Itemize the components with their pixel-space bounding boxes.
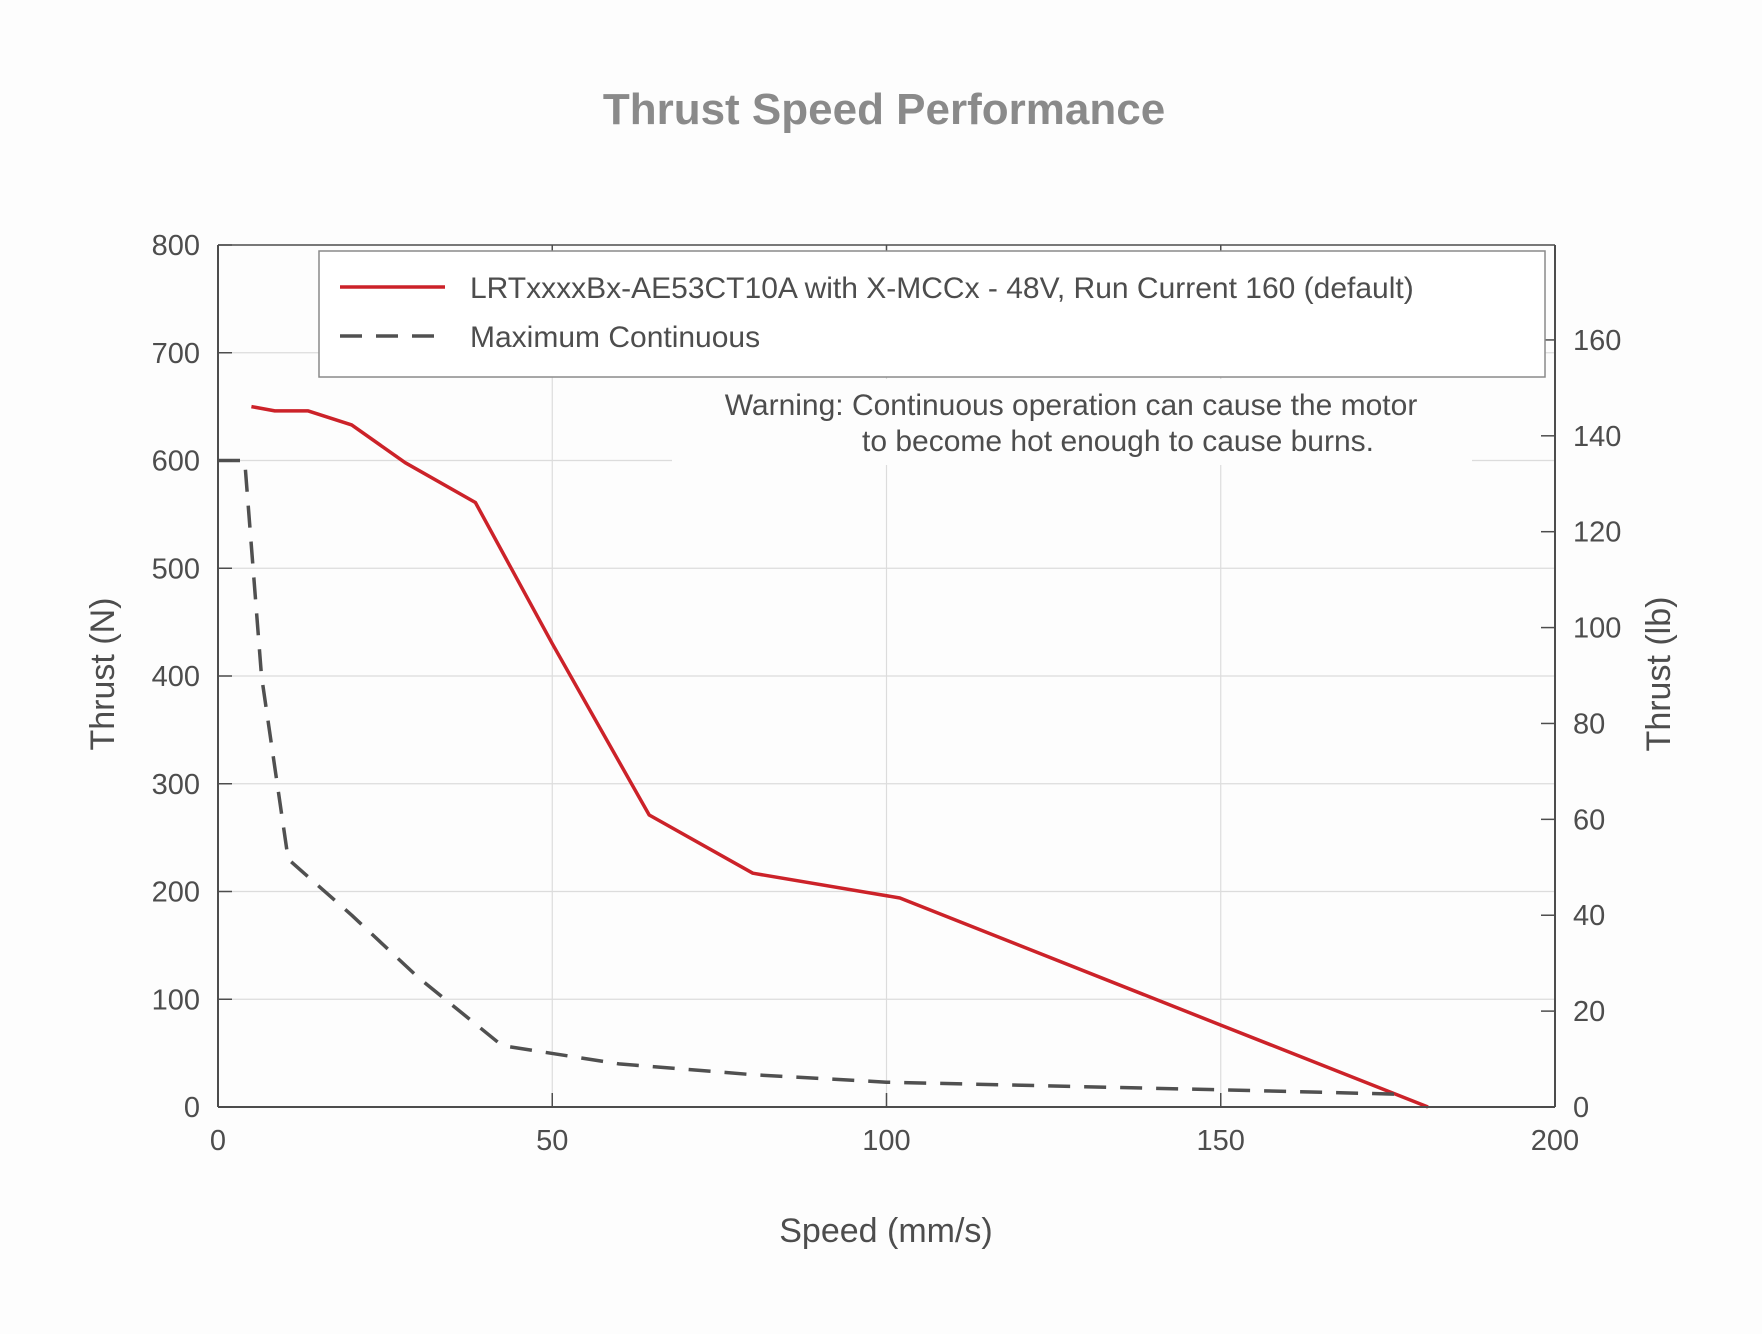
y-right-tick-label-60: 60 bbox=[1573, 804, 1605, 836]
y-right-tick-label-100: 100 bbox=[1573, 613, 1621, 645]
chart-title: Thrust Speed Performance bbox=[603, 85, 1165, 134]
x-tick-label-0: 0 bbox=[210, 1125, 226, 1157]
y-tick-label-200: 200 bbox=[152, 877, 200, 909]
legend-frame bbox=[318, 250, 1546, 378]
warning-line-1: Warning: Continuous operation can cause … bbox=[725, 389, 1418, 422]
y-tick-label-100: 100 bbox=[152, 984, 200, 1016]
y-tick-label-500: 500 bbox=[152, 553, 200, 585]
warning-background bbox=[672, 379, 1472, 465]
legend-label-series-2: Maximum Continuous bbox=[470, 321, 760, 354]
x-tick-label-150: 150 bbox=[1197, 1125, 1245, 1157]
data-series bbox=[218, 404, 1429, 1109]
y-right-tick-label-20: 20 bbox=[1573, 996, 1605, 1028]
x-axis-label: Speed (mm/s) bbox=[779, 1212, 993, 1250]
y-tick-label-300: 300 bbox=[152, 769, 200, 801]
y-right-tick-label-120: 120 bbox=[1573, 517, 1621, 549]
y-tick-label-800: 800 bbox=[152, 230, 200, 262]
y-tick-label-0: 0 bbox=[184, 1092, 200, 1124]
y-right-tick-label-160: 160 bbox=[1573, 325, 1621, 357]
y-right-tick-label-0: 0 bbox=[1573, 1092, 1589, 1124]
series-line-1 bbox=[251, 404, 1429, 1109]
y-tick-label-400: 400 bbox=[152, 661, 200, 693]
legend: LRTxxxxBx-AE53CT10A with X-MCCx - 48V, R… bbox=[318, 250, 1546, 378]
warning-line-2: to become hot enough to cause burns. bbox=[862, 425, 1374, 458]
y-axis-label-right: Thrust (lb) bbox=[1640, 597, 1678, 752]
x-tick-label-100: 100 bbox=[862, 1125, 910, 1157]
y-tick-label-700: 700 bbox=[152, 338, 200, 370]
y-right-tick-label-80: 80 bbox=[1573, 708, 1605, 740]
y-right-tick-label-40: 40 bbox=[1573, 900, 1605, 932]
axes bbox=[217, 244, 1556, 1108]
x-tick-label-50: 50 bbox=[536, 1125, 568, 1157]
x-tick-label-200: 200 bbox=[1531, 1125, 1579, 1157]
y-right-tick-label-140: 140 bbox=[1573, 421, 1621, 453]
legend-label-series-1: LRTxxxxBx-AE53CT10A with X-MCCx - 48V, R… bbox=[470, 272, 1414, 305]
tick-labels: 0 50 100 150 2000100200300400500600700800020… bbox=[152, 230, 1622, 1157]
series-line-2 bbox=[218, 458, 1395, 1096]
y-tick-label-600: 600 bbox=[152, 446, 200, 478]
warning-annotation: Warning: Continuous operation can cause … bbox=[672, 379, 1472, 465]
y-axis-label-left: Thrust (N) bbox=[84, 598, 122, 751]
